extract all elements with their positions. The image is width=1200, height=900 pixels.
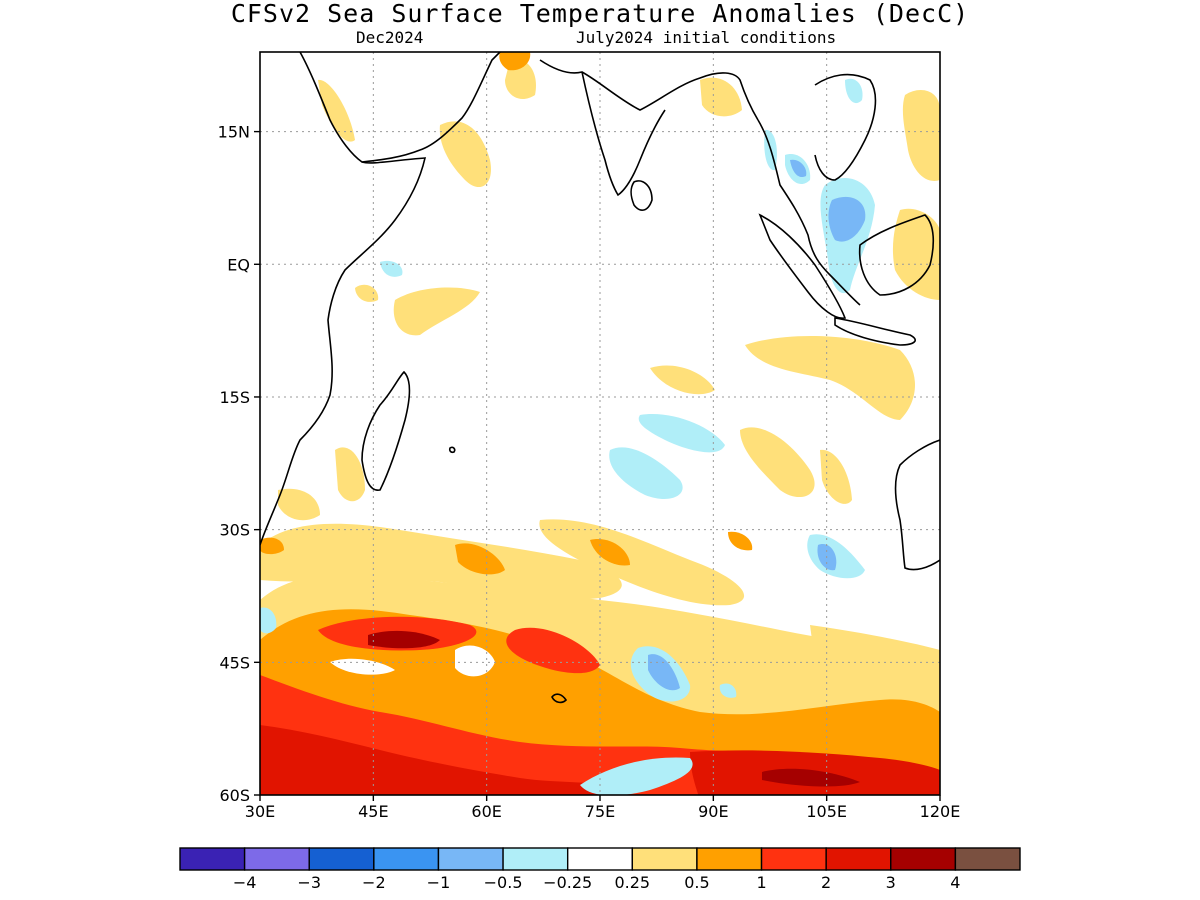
colorbar-label: −2	[362, 873, 386, 892]
anomaly-patch-light-orange	[318, 79, 355, 142]
lon-tick-label: 75E	[585, 802, 615, 821]
anomaly-patch-light-orange	[278, 488, 320, 521]
anomaly-patch-blue	[648, 654, 680, 691]
colorbar-label: 2	[821, 873, 831, 892]
coastlines	[260, 52, 940, 704]
chart-title: CFSv2 Sea Surface Temperature Anomalies …	[230, 0, 970, 28]
coast-india-peninsula	[581, 71, 666, 197]
anomaly-patch-light-orange	[740, 427, 815, 498]
colorbar-label: −3	[297, 873, 321, 892]
colorbar	[179, 847, 1021, 871]
colorbar-label: 4	[950, 873, 960, 892]
anomaly-streak-light-orange	[810, 625, 940, 676]
colorbar-swatch	[631, 847, 698, 871]
lat-tick-label: 30S	[219, 521, 250, 540]
longitude-tick-labels: 30E 45E 60E 75E 90E 105E 120E	[245, 795, 961, 821]
colorbar-swatch	[825, 847, 892, 871]
colorbar-swatch	[760, 847, 827, 871]
anomaly-patch-light-blue	[719, 683, 737, 698]
latitude-tick-labels: 15N EQ 15S 30S 45S 60S	[218, 123, 260, 805]
lon-tick-label: 90E	[698, 802, 728, 821]
anomaly-patch-light-orange	[700, 77, 742, 117]
coast-madagascar	[361, 370, 411, 491]
anomaly-patch-light-blue	[807, 534, 865, 579]
coast-australia	[894, 439, 940, 571]
coast-indochina	[814, 73, 877, 181]
lon-tick-label: 60E	[471, 802, 501, 821]
anomaly-patch-white	[330, 658, 395, 675]
coast-kerguelen	[551, 693, 568, 704]
anomaly-patch-blue	[790, 159, 807, 178]
anomaly-patch-dark-red	[368, 630, 440, 649]
colorbar-label: −0.5	[484, 873, 523, 892]
anomaly-patch-light-orange	[355, 284, 379, 302]
anomaly-patch-orange	[260, 537, 284, 555]
colorbar-label: −1	[427, 873, 451, 892]
colorbar-swatch	[243, 847, 310, 871]
coast-horn-of-africa	[260, 157, 427, 546]
anomaly-patch-orange	[455, 543, 505, 575]
colorbar-swatch	[890, 847, 957, 871]
forecast-month-label: Dec2024	[356, 28, 424, 47]
anomaly-patch-light-orange	[820, 449, 852, 504]
coast-africa-arabia	[299, 52, 501, 163]
anomaly-patch-white	[455, 645, 495, 677]
anomaly-patch-light-blue	[609, 447, 683, 500]
colorbar-label: −4	[233, 873, 257, 892]
anomaly-patch-light-blue	[638, 414, 725, 453]
coast-southeast-asia	[757, 119, 861, 306]
lon-tick-label: 30E	[245, 802, 275, 821]
coast-sri-lanka	[630, 180, 653, 211]
anomaly-patch-blue	[828, 196, 866, 242]
colorbar-label: 3	[886, 873, 896, 892]
lat-tick-label: 60S	[219, 786, 250, 805]
anomaly-patch-light-orange	[335, 447, 365, 502]
anomaly-patch-light-blue	[845, 78, 863, 104]
lon-tick-label: 45E	[358, 802, 388, 821]
colorbar-label: 0.5	[684, 873, 709, 892]
anomaly-patch-light-orange	[393, 287, 480, 336]
colorbar-swatch	[696, 847, 763, 871]
anomaly-band-red	[260, 725, 630, 795]
anomaly-patch-light-orange	[439, 121, 491, 188]
colorbar-swatch	[373, 847, 440, 871]
coast-india	[539, 59, 759, 121]
colorbar-label: 0.25	[614, 873, 650, 892]
colorbar-swatch	[566, 847, 634, 871]
colorbar-swatch	[179, 847, 246, 871]
colorbar-swatch	[954, 847, 1021, 871]
anomaly-patch-dark-red	[762, 768, 860, 787]
anomaly-patch-light-blue	[260, 607, 277, 634]
anomaly-patch-light-blue	[580, 757, 693, 795]
anomaly-patch-orange	[499, 52, 531, 71]
anomaly-patch-light-orange	[650, 365, 715, 395]
lat-lon-grid	[260, 52, 940, 795]
colorbar-label: 1	[756, 873, 766, 892]
lat-tick-label: 15S	[219, 388, 250, 407]
coast-borneo	[858, 214, 935, 296]
lon-tick-label: 120E	[920, 802, 961, 821]
anomaly-streak-light-orange	[260, 523, 622, 600]
lon-tick-label: 105E	[806, 802, 847, 821]
lat-tick-label: 45S	[219, 653, 250, 672]
lat-tick-label: 15N	[218, 123, 250, 142]
coast-mascarene	[448, 446, 456, 454]
initial-conditions-label: July2024 initial conditions	[576, 28, 837, 47]
colorbar-swatch	[437, 847, 504, 871]
anomaly-patch-light-orange	[892, 208, 940, 300]
colorbar-label: −0.25	[543, 873, 592, 892]
coast-java	[834, 317, 916, 346]
coast-sumatra	[758, 213, 847, 319]
anomaly-patch-light-orange	[745, 335, 915, 420]
anomaly-patch-light-blue	[380, 260, 403, 277]
anomaly-fields	[260, 52, 940, 795]
colorbar-swatch	[308, 847, 375, 871]
lat-tick-label: EQ	[227, 255, 250, 274]
colorbar-labels: −4 −3 −2 −1 −0.5 −0.25 0.25 0.5 1 2 3 4	[233, 873, 961, 892]
anomaly-patch-red-orange	[506, 627, 600, 674]
colorbar-swatch	[502, 847, 569, 871]
anomaly-patch-orange	[728, 531, 753, 551]
anomaly-patch-light-orange	[902, 90, 940, 181]
